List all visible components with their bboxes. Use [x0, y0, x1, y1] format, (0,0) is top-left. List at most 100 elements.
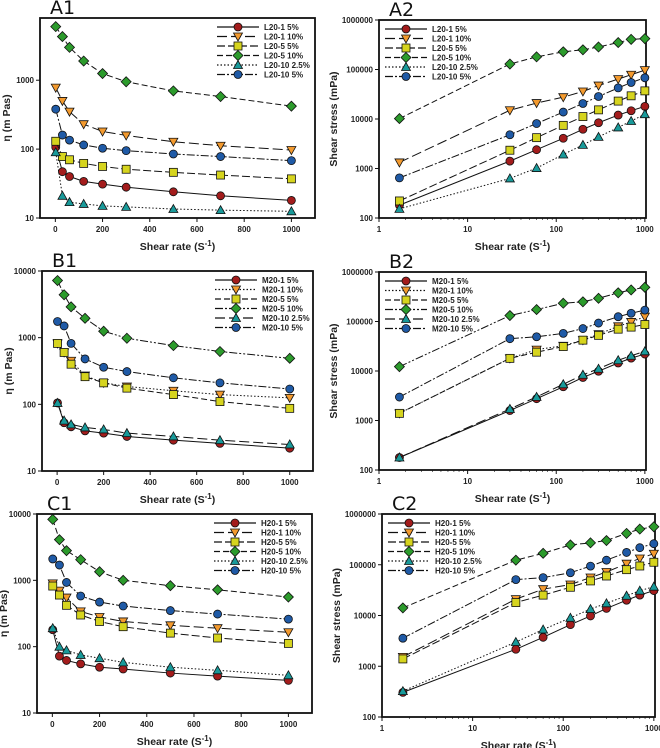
data-point-triangle-up	[593, 131, 604, 141]
plot-frame	[378, 19, 647, 219]
data-point-circle	[285, 384, 295, 394]
data-point-circle	[286, 196, 296, 205]
legend-item: L20-5 10%	[385, 51, 471, 64]
x-tick-label: 0	[53, 225, 58, 234]
data-point-triangle-up	[64, 196, 75, 207]
x-axis-label: Shear rate (S-1)	[481, 738, 556, 748]
data-point-diamond	[639, 281, 651, 293]
data-point-triangle-down	[284, 393, 295, 404]
data-point-triangle-up	[639, 108, 651, 119]
series-line	[399, 105, 646, 206]
data-point-triangle-down	[648, 549, 660, 560]
legend-label: L20-10 2.5%	[432, 63, 478, 72]
x-axis-label: Shear rate (S-1)	[137, 734, 212, 748]
x-tick-label: 1000	[281, 478, 299, 487]
legend-item: M20-1 5%	[215, 275, 298, 285]
data-point-triangle-down	[283, 628, 294, 638]
data-point-circle	[532, 119, 541, 128]
x-axis-label-superscript: -1	[540, 491, 548, 500]
data-point-square	[511, 598, 521, 607]
data-point-square	[118, 622, 128, 632]
data-point-triangle-up	[98, 424, 109, 434]
data-point-triangle-down	[57, 97, 68, 107]
x-tick-label: 400	[140, 720, 154, 729]
x-tick-label: 1000	[279, 720, 297, 729]
legend-label: H20-1 10%	[261, 529, 301, 538]
data-point-circle	[66, 339, 76, 348]
legend-label: H20-10 5%	[435, 567, 475, 576]
data-point-diamond	[504, 58, 516, 70]
data-point-triangle-up	[65, 419, 77, 429]
data-point-diamond	[557, 46, 569, 58]
x-axis-label-text: Shear rate (S	[481, 740, 546, 748]
series-l20-10-5-	[51, 104, 296, 166]
data-point-circle	[53, 317, 62, 326]
data-point-triangle-up	[214, 434, 226, 445]
data-point-triangle-down	[50, 83, 61, 93]
data-point-triangle-up	[531, 162, 542, 172]
data-point-triangle-down	[117, 617, 129, 627]
data-point-square	[283, 639, 293, 648]
series-line	[399, 69, 646, 163]
data-point-circle	[79, 140, 89, 150]
legend-label: L20-1 10%	[432, 35, 471, 44]
y-tick-label: 100000	[346, 318, 373, 327]
data-point-circle	[62, 656, 71, 665]
x-tick-label: 200	[93, 720, 107, 729]
x-axis-label-text: Shear rate (S	[137, 736, 202, 748]
data-point-triangle-up	[168, 431, 179, 441]
series-l20-10-2-5-	[394, 108, 651, 213]
legend-item: H20-1 5%	[388, 518, 471, 528]
data-point-square	[80, 372, 90, 382]
x-axis-label-text: Shear rate (S	[475, 493, 540, 505]
data-point-square	[594, 105, 603, 115]
x-axis-label-superscript: -1	[540, 239, 548, 248]
x-axis-label-text: )	[209, 736, 213, 748]
data-point-diamond	[212, 584, 224, 596]
data-point-triangle-up	[639, 345, 651, 356]
data-point-triangle-up	[613, 122, 624, 132]
legend-marker-square	[401, 43, 411, 53]
x-tick-label: 600	[190, 225, 204, 234]
legend-label: L20-5 5%	[264, 42, 299, 51]
legend-marker-circle	[404, 566, 414, 575]
data-point-diamond	[537, 547, 549, 559]
y-tick-label: 100	[23, 400, 37, 409]
series-line	[55, 152, 292, 212]
data-point-circle	[76, 659, 86, 669]
x-axis-label-text: Shear rate (S	[140, 494, 205, 506]
data-point-circle	[395, 173, 404, 183]
data-point-diamond	[60, 545, 73, 557]
legend-marker-triangle-up	[403, 555, 415, 565]
x-tick-label: 200	[97, 478, 111, 487]
data-point-triangle-up	[601, 597, 612, 608]
chart-a1: A1 0 200 400 600 800 1000 10 100 1000 Shear rate (…	[1, 0, 316, 253]
data-point-diamond	[117, 574, 129, 586]
legend-item: H20-10 2.5%	[388, 555, 482, 566]
data-point-triangle-down	[613, 75, 624, 85]
data-point-triangle-down	[537, 585, 549, 595]
series-h20-5-10-	[47, 513, 294, 603]
panel-label: A1	[50, 0, 75, 19]
data-point-diamond	[634, 523, 646, 535]
legend-marker-diamond	[403, 545, 415, 558]
plot-frame	[378, 271, 647, 471]
legend-marker-triangle-up	[400, 313, 412, 323]
data-point-triangle-up	[510, 636, 522, 646]
legend-item: H20-1 10%	[388, 529, 475, 538]
data-point-triangle-up	[117, 657, 129, 667]
x-tick-label: 0	[50, 720, 55, 729]
series-l20-10-2-5-	[50, 146, 297, 216]
legend-label: H20-5 5%	[261, 538, 297, 547]
data-point-triangle-up	[57, 190, 68, 200]
series-l20-5-5-	[395, 86, 650, 206]
legend-marker-triangle-down	[400, 34, 412, 44]
data-point-square	[505, 353, 515, 363]
series-line	[57, 280, 290, 359]
data-point-square	[95, 617, 104, 626]
data-point-diamond	[284, 352, 296, 364]
y-tick-label: 10000	[351, 367, 374, 376]
data-point-circle	[622, 548, 631, 557]
data-point-circle	[79, 176, 89, 186]
data-point-triangle-down	[504, 106, 516, 116]
